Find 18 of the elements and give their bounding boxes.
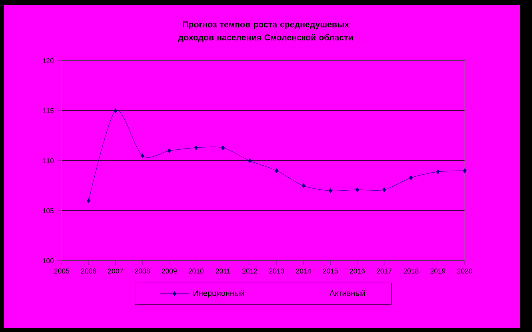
chart-title: Прогноз темпов роста среднедушевых доходов населения Смоленской области bbox=[178, 22, 353, 42]
point bbox=[275, 168, 279, 174]
point bbox=[328, 188, 333, 194]
text: Активный bbox=[330, 290, 366, 296]
point bbox=[87, 198, 91, 204]
point bbox=[168, 148, 172, 154]
point bbox=[463, 168, 467, 174]
point bbox=[302, 184, 306, 188]
point bbox=[140, 154, 144, 158]
point bbox=[248, 158, 252, 164]
legend-label: Инерционный bbox=[194, 290, 244, 298]
point bbox=[194, 146, 198, 150]
point bbox=[356, 188, 360, 192]
point bbox=[436, 170, 440, 174]
point bbox=[114, 108, 118, 114]
point bbox=[409, 176, 414, 180]
point bbox=[382, 188, 386, 192]
point bbox=[221, 146, 226, 150]
